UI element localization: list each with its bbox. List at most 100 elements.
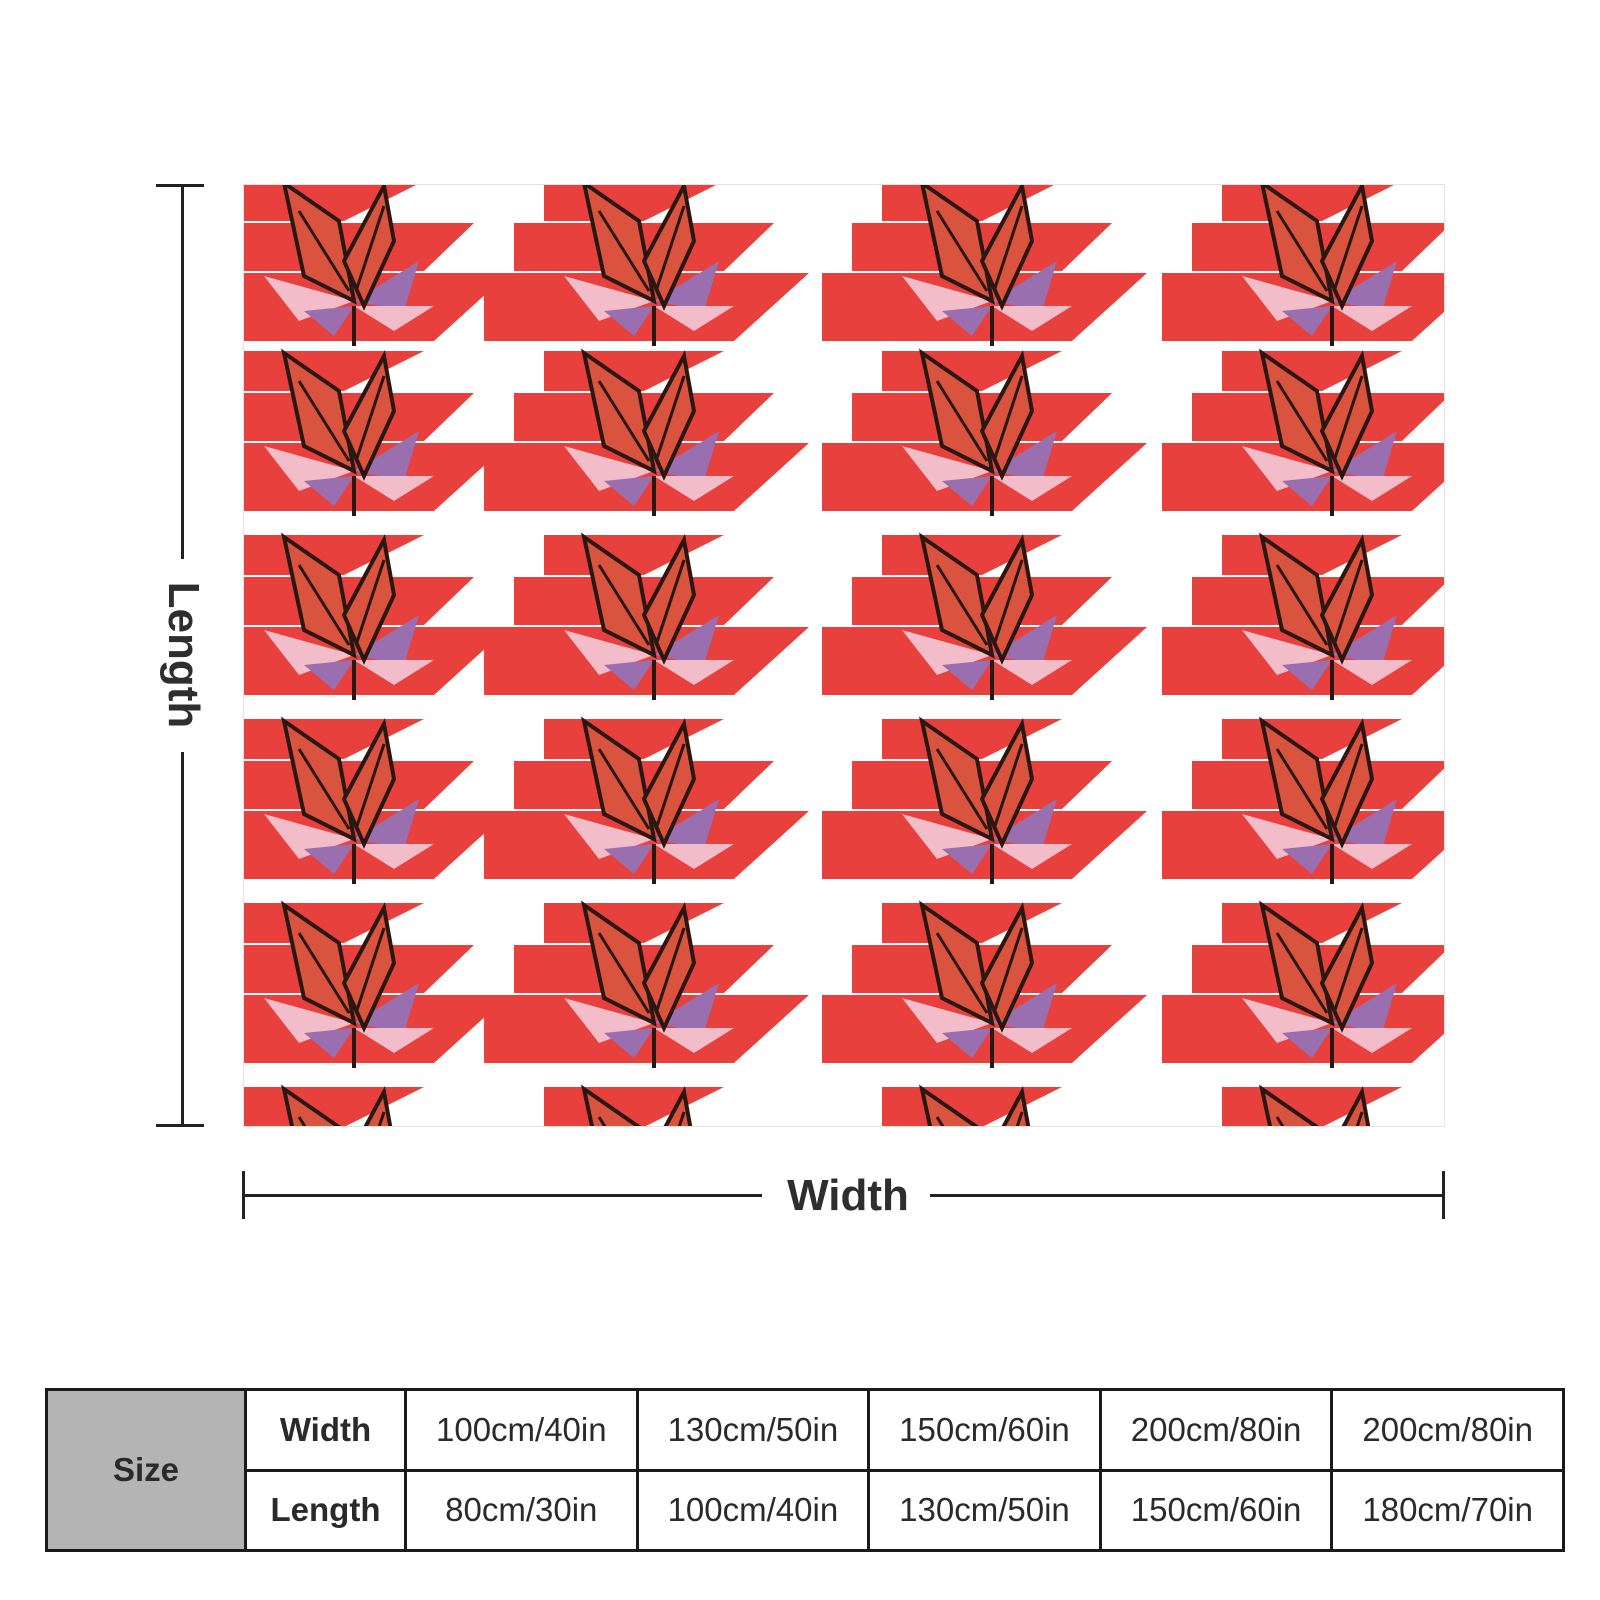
petal [1282,1028,1332,1058]
width-value-4: 200cm/80in [1098,1388,1334,1472]
wing-vein [1332,743,1364,830]
petal [304,1028,354,1058]
red-band [544,719,724,759]
wing-vein [1332,375,1364,462]
petal [354,615,419,665]
wing-vein [992,375,1024,462]
petal [992,660,1072,685]
petal [604,306,654,336]
stem [1330,306,1334,346]
wing-vein [935,380,989,462]
petal [902,446,992,491]
petal [942,1028,992,1058]
width-row: Size Width 100cm/40in 130cm/50in 150cm/6… [45,1388,1565,1552]
petal [654,476,734,501]
petal [654,660,734,685]
petal [1242,276,1332,321]
petal [1242,630,1332,675]
pattern-tile [822,348,1147,516]
petal [604,1028,654,1058]
petal [902,998,992,1043]
length-dimension-bottom-cap [156,1124,204,1127]
length-value-2: 100cm/40in [635,1468,871,1552]
wing-vein [1275,210,1329,292]
petal [902,814,992,859]
petal [354,306,434,331]
stem [1330,844,1334,884]
pattern-tile [822,532,1147,700]
petal [654,431,719,481]
petal [354,799,419,849]
red-band [544,535,724,575]
petal [902,630,992,675]
petal [1282,844,1332,874]
width-value-5: 200cm/80in [1330,1388,1565,1472]
petal [354,431,419,481]
petal [942,660,992,690]
pattern-tile [1162,900,1444,1068]
petal [1332,660,1412,685]
petal [564,814,654,859]
stem [652,306,656,346]
petal [942,306,992,336]
wing-vein [354,927,386,1014]
size-header: Size [45,1388,247,1552]
stem [352,844,356,884]
petal [564,630,654,675]
petal [354,660,434,685]
stem [990,660,994,700]
width-value-1: 100cm/40in [404,1388,639,1472]
petal [304,476,354,506]
red-band [1222,903,1402,943]
wing-vein [297,210,351,292]
red-band [1222,351,1402,391]
petal [992,615,1057,665]
petal [354,844,434,869]
width-dimension-line-left [242,1194,762,1197]
stem [990,476,994,516]
stem [1330,660,1334,700]
butterfly-wing [1341,1085,1371,1126]
petal [992,844,1072,869]
wing-vein [654,927,686,1014]
width-value-2: 130cm/50in [635,1388,871,1472]
petal [264,630,354,675]
wing-vein [597,932,651,1014]
butterfly-wing [280,1084,341,1126]
size-chart: Size Width 100cm/40in 130cm/50in 150cm/6… [45,1388,1565,1552]
red-band [544,351,724,391]
stem [652,844,656,884]
wing-vein [354,743,386,830]
red-band [244,351,424,391]
butterfly-wing [918,1084,979,1126]
width-value-3: 150cm/60in [867,1388,1102,1472]
petal [304,660,354,690]
petal [564,998,654,1043]
stem [652,660,656,700]
petal [942,844,992,874]
petal [264,276,354,321]
petal [992,306,1072,331]
pattern-tile [244,716,509,884]
stem [990,1028,994,1068]
wing-vein [935,748,989,830]
red-band [1222,719,1402,759]
stem [1330,1028,1334,1068]
pattern-tile [822,185,1147,346]
pattern-tile [484,185,809,346]
wing-vein [1332,205,1364,292]
petal [1242,446,1332,491]
butterfly-pattern [244,185,1444,1126]
red-band [244,719,424,759]
wing-vein [1275,380,1329,462]
wing-vein [1275,564,1329,646]
petal [992,1028,1072,1053]
red-band [244,903,424,943]
wing-vein [297,748,351,830]
length-label: Length [159,581,208,729]
red-band [1222,1087,1402,1126]
pattern-tile [1162,716,1444,884]
red-band [544,1087,724,1126]
petal [654,306,734,331]
petal [992,261,1057,311]
